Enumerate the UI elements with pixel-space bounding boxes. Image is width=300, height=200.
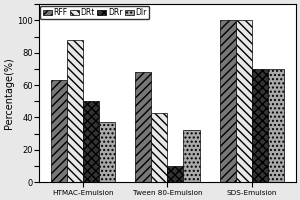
Bar [151, 113, 167, 182]
Bar [252, 69, 268, 182]
Bar [167, 166, 184, 182]
Bar [67, 40, 83, 182]
Bar [83, 101, 99, 182]
Y-axis label: Percentage(%): Percentage(%) [4, 57, 14, 129]
Bar [51, 80, 67, 182]
Bar [220, 20, 236, 182]
Legend: RFF, DRt, DRr, DIr: RFF, DRt, DRr, DIr [40, 6, 149, 19]
Bar [99, 122, 115, 182]
Bar [268, 69, 284, 182]
Bar [236, 20, 252, 182]
Bar [135, 72, 151, 182]
Bar [184, 130, 200, 182]
